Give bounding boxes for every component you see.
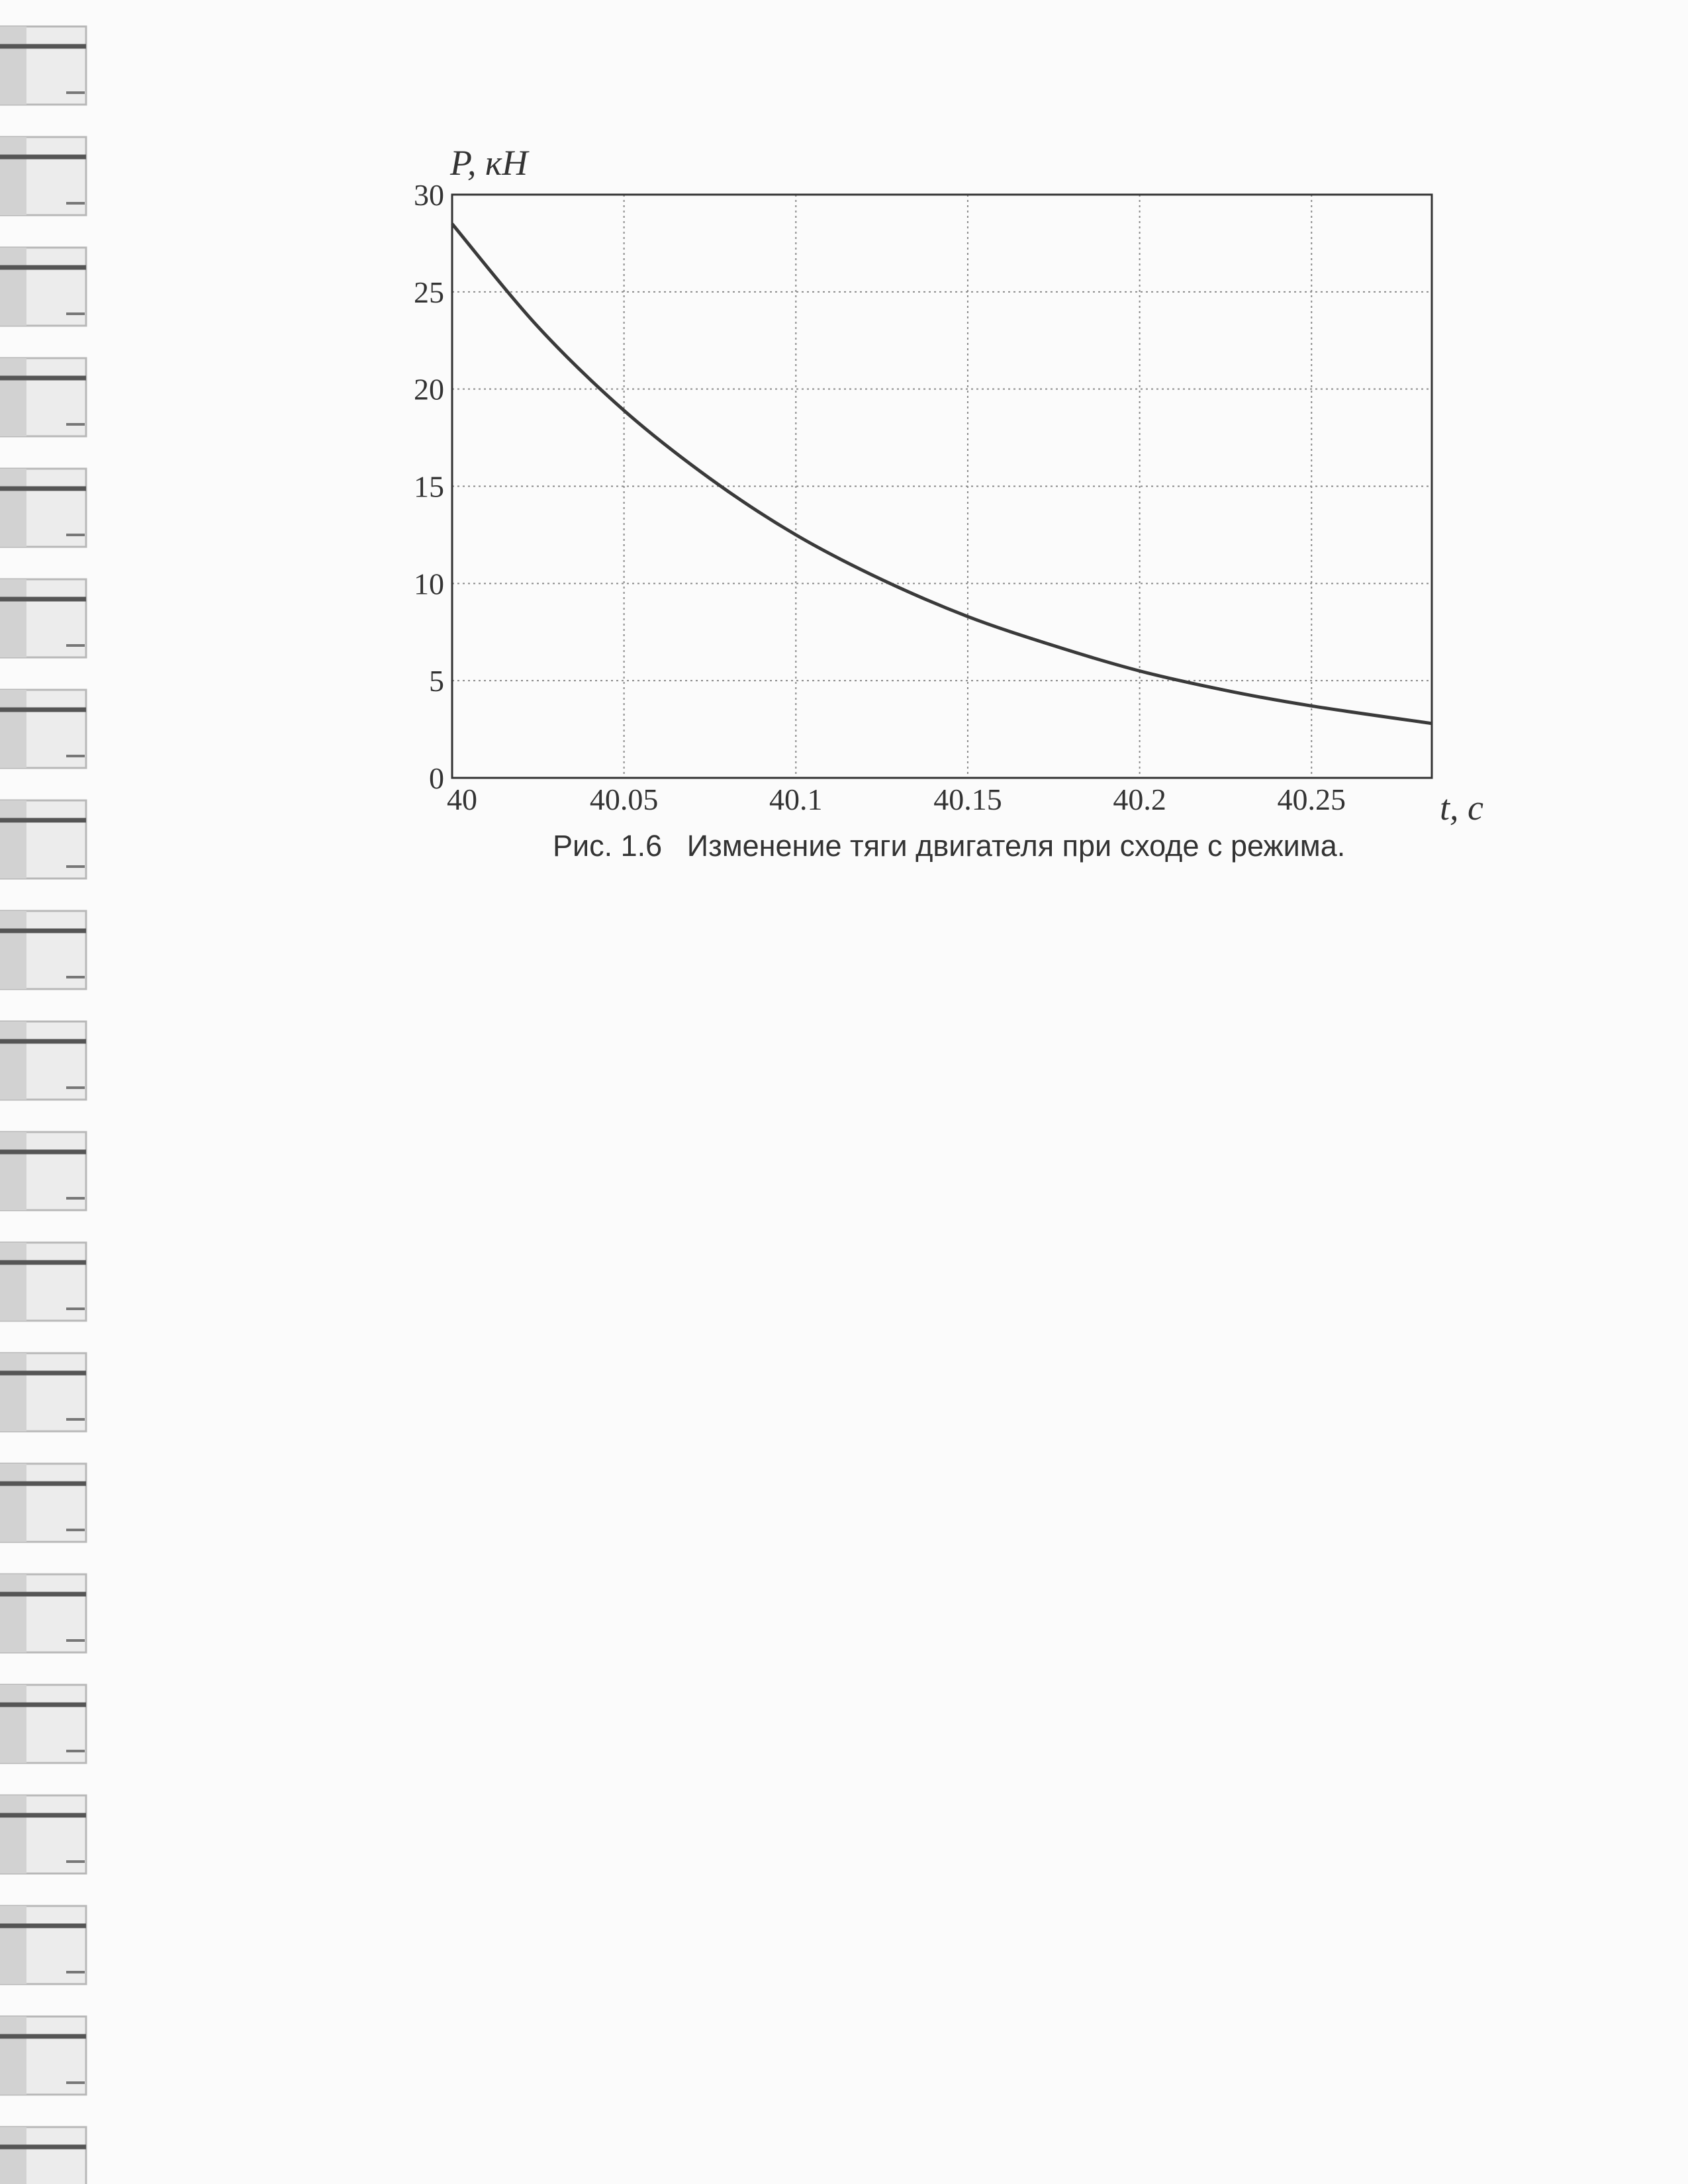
chart-grid	[452, 195, 1432, 778]
binding-loop	[0, 1241, 87, 1322]
y-tick-label: 10	[414, 567, 444, 600]
x-tick-label: 40.25	[1277, 783, 1346, 816]
binding-loop	[0, 688, 87, 769]
binding-loop	[0, 1131, 87, 1211]
y-tick-label: 15	[414, 470, 444, 504]
binding-loop	[0, 1794, 87, 1875]
binding-loop	[0, 910, 87, 990]
x-tick-label: 40	[447, 783, 477, 816]
x-tick-label: 40.05	[590, 783, 659, 816]
y-tick-label: 20	[414, 373, 444, 406]
plot-frame	[451, 193, 1433, 779]
binding-loop	[0, 467, 87, 548]
binding-loop	[0, 1573, 87, 1654]
y-tick-label: 0	[429, 761, 444, 795]
x-tick-label: 40.2	[1113, 783, 1166, 816]
x-tick-label: 40.15	[933, 783, 1002, 816]
x-axis-label: t, с	[1440, 788, 1483, 828]
binding-loop	[0, 578, 87, 659]
spiral-binding	[0, 25, 87, 2184]
y-axis-label: P, кН	[449, 143, 530, 183]
binding-loop	[0, 2015, 87, 2096]
binding-loop	[0, 136, 87, 216]
binding-loop	[0, 25, 87, 106]
thrust-curve	[451, 222, 1432, 726]
x-tick-label: 40.1	[769, 783, 823, 816]
binding-loop	[0, 799, 87, 880]
y-tick-label: 30	[414, 178, 444, 212]
binding-loop	[0, 1352, 87, 1433]
figure-caption: Рис. 1.6 Изменение тяги двигателя при сх…	[553, 829, 1346, 863]
binding-loop	[0, 357, 87, 438]
binding-loop	[0, 1462, 87, 1543]
tick-labels: 0 5 10 15 20 25 30 40 40.05 40.1 40.15 40.2 40.25	[414, 178, 1346, 816]
binding-loop	[0, 1684, 87, 1764]
binding-loop	[0, 1905, 87, 1985]
y-tick-label: 5	[429, 664, 444, 698]
binding-loop	[0, 246, 87, 327]
binding-loop	[0, 2126, 87, 2184]
binding-loop	[0, 1020, 87, 1101]
chart-series	[451, 222, 1432, 726]
y-tick-label: 25	[414, 275, 444, 309]
